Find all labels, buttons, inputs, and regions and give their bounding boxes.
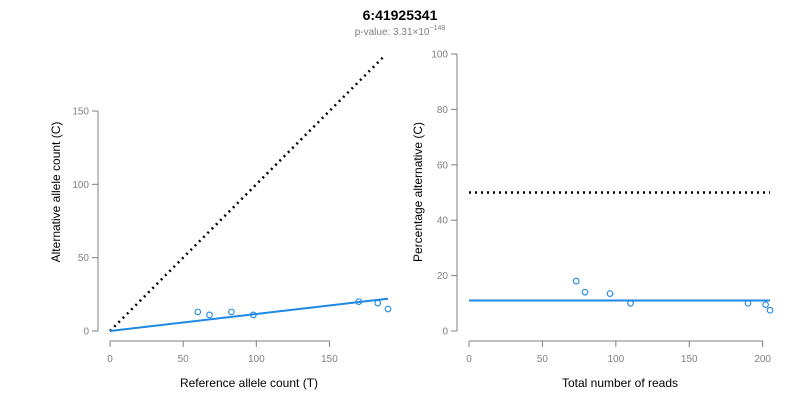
right-panel: Total number of reads Percentage alterna… (411, 50, 774, 390)
left-y-tick-label: 0 (83, 327, 89, 338)
right-data-point (572, 277, 580, 285)
left-y-axis-title: Alternative allele count (C) (49, 122, 63, 263)
right-data-point (762, 301, 769, 309)
left-data-point (194, 308, 202, 316)
left-expected-line (109, 54, 386, 332)
left-x-tick-label: 0 (107, 354, 113, 365)
left-x-tick-label: 150 (321, 354, 338, 365)
subtitle-base: 10 (418, 27, 430, 38)
right-y-tick-label: 40 (437, 216, 449, 227)
right-y-tick-label: 80 (437, 105, 449, 116)
right-y-axis-title: Percentage alternative (C) (411, 122, 425, 262)
left-fit-line (109, 297, 389, 332)
right-y-tick-label: 60 (437, 160, 449, 171)
right-x-tick-label: 200 (754, 354, 771, 365)
left-data-point (374, 299, 382, 307)
left-data-point (228, 308, 235, 316)
chart-subtitle: p-value: 3.31×10−148 (355, 25, 446, 38)
right-y-tick-label: 0 (442, 327, 448, 338)
right-x-tick-label: 150 (681, 354, 698, 365)
right-data-point (744, 299, 752, 307)
left-data-point (355, 298, 363, 306)
right-data-point (766, 306, 774, 314)
subtitle-prefix: p-value: 3.31 (355, 27, 413, 38)
left-y-tick-label: 150 (72, 107, 89, 118)
left-data-point (206, 311, 213, 319)
left-x-axis-title: Reference allele count (T) (180, 376, 318, 390)
right-data-point (627, 299, 634, 307)
right-x-tick-label: 50 (537, 354, 549, 365)
right-data-point (581, 288, 589, 296)
left-x-tick-label: 100 (248, 354, 265, 365)
right-y-tick-label: 100 (431, 50, 448, 61)
right-data-point (606, 290, 614, 297)
left-data-point (250, 311, 257, 319)
chart-title: 6:41925341 (363, 7, 438, 23)
left-data-point (384, 305, 392, 313)
right-x-tick-label: 0 (466, 354, 472, 365)
left-x-tick-label: 50 (178, 354, 190, 365)
right-y-tick-label: 20 (437, 271, 449, 282)
right-x-axis-title: Total number of reads (562, 376, 678, 390)
subtitle-exponent: −148 (430, 25, 446, 32)
left-panel: Reference allele count (T) Alternative a… (49, 54, 392, 390)
left-y-tick-label: 50 (78, 253, 90, 264)
subtitle-times: × (413, 27, 419, 38)
right-x-tick-label: 100 (607, 354, 624, 365)
left-y-tick-label: 100 (72, 180, 89, 191)
